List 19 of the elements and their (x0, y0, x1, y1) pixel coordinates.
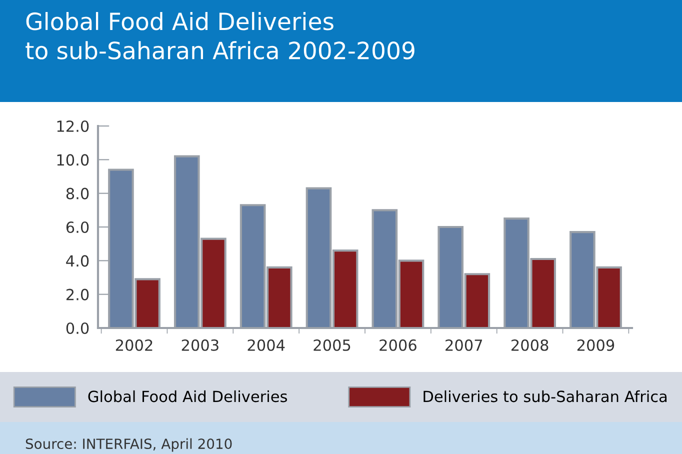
x-tick-label: 2007 (446, 339, 482, 351)
legend-label: Deliveries to sub-Saharan Africa (424, 390, 667, 402)
source-note: Source: INTERFAIS, April 2010 (26, 438, 232, 452)
y-tick-label: 4.0 (66, 255, 89, 267)
y-tick-label: 2.0 (66, 288, 89, 300)
x-tick-label: 2005 (314, 339, 350, 351)
y-tick-label: 6.0 (66, 221, 89, 234)
y-tick-label: 10.0 (57, 154, 89, 166)
y-tick-label: 0.0 (66, 322, 89, 334)
legend-label: Global Food Aid Deliveries (88, 390, 287, 402)
y-tick-label: 12.0 (57, 120, 89, 132)
x-tick-label: 2004 (248, 339, 285, 351)
x-tick-label: 2006 (380, 339, 416, 351)
chart-title: Global Food Aid Deliveries to sub-Saharan Africa 2002-2009 (26, 12, 414, 60)
x-tick-label: 2003 (182, 339, 218, 351)
x-tick-label: 2009 (577, 339, 614, 351)
x-tick-label: 2008 (511, 339, 548, 351)
y-tick-label: 8.0 (66, 188, 89, 200)
x-tick-label: 2002 (116, 339, 152, 351)
